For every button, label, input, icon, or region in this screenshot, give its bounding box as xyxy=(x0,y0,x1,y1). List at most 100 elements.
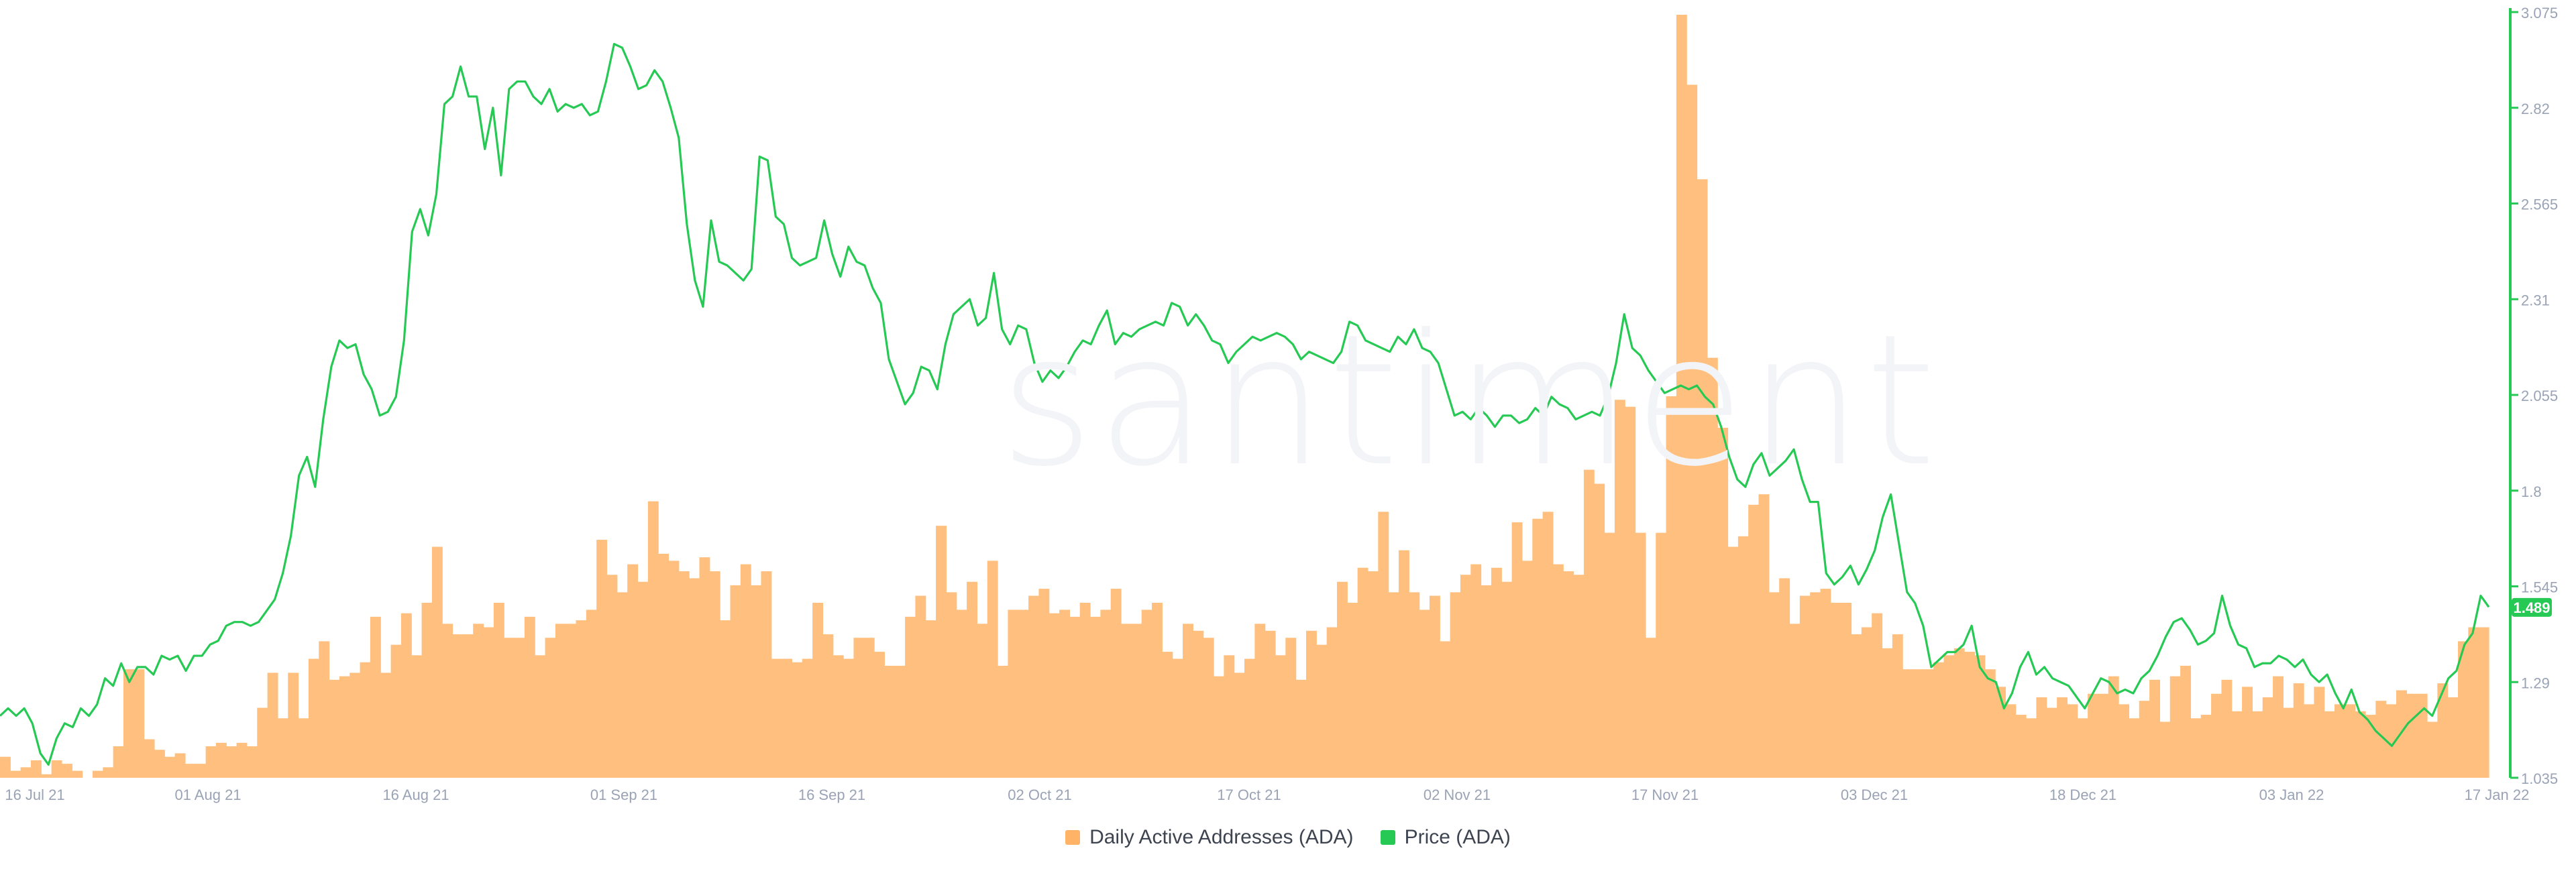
bar xyxy=(1470,564,1482,778)
bar xyxy=(545,638,556,778)
bar xyxy=(576,620,587,778)
bar xyxy=(2437,683,2449,778)
bar xyxy=(1357,567,1368,778)
bar xyxy=(2447,697,2459,778)
bar xyxy=(689,578,700,778)
bar xyxy=(1779,578,1790,778)
bar xyxy=(1984,669,1996,778)
bar xyxy=(308,658,319,778)
bar xyxy=(822,634,834,778)
bar xyxy=(1625,406,1636,778)
legend-item-daa[interactable]: Daily Active Addresses (ADA) xyxy=(1065,826,1354,849)
bar xyxy=(1727,546,1739,778)
bar xyxy=(30,760,42,778)
bar xyxy=(20,767,32,778)
bar xyxy=(236,742,248,778)
y-tick-label: 1.29 xyxy=(2521,675,2550,691)
bar xyxy=(1378,512,1389,778)
bar xyxy=(1573,575,1585,778)
bar xyxy=(2365,715,2376,778)
bar xyxy=(195,764,207,778)
bar xyxy=(863,638,875,778)
bar xyxy=(761,571,772,778)
bar xyxy=(2468,627,2479,778)
bar xyxy=(1810,592,1821,778)
bar xyxy=(493,602,504,778)
current-price-badge xyxy=(2512,597,2552,617)
bar xyxy=(1511,522,1523,778)
bar xyxy=(884,665,896,778)
bar xyxy=(2211,693,2222,778)
bar xyxy=(2458,641,2469,778)
bar xyxy=(1717,427,1729,778)
bar xyxy=(452,634,464,778)
bar xyxy=(1707,357,1718,778)
bar xyxy=(2015,715,2027,778)
legend-swatch-green xyxy=(1380,830,1395,845)
bars-series xyxy=(0,15,2489,778)
bar xyxy=(1305,630,1317,778)
bar xyxy=(1841,602,1852,778)
bar xyxy=(1038,589,1050,778)
bar xyxy=(1398,550,1409,778)
bar xyxy=(1121,624,1132,778)
bar xyxy=(1049,613,1060,778)
bar xyxy=(2406,693,2418,778)
bar xyxy=(2139,701,2150,778)
bar xyxy=(1953,648,1965,778)
bar xyxy=(1110,589,1122,778)
bar xyxy=(1604,532,1615,778)
bar xyxy=(1666,396,1677,778)
legend-item-price[interactable]: Price (ADA) xyxy=(1380,826,1511,849)
bar xyxy=(1265,630,1276,778)
bar xyxy=(1799,595,1811,778)
bar xyxy=(1789,624,1801,778)
bar xyxy=(1275,655,1286,778)
bar xyxy=(1748,504,1760,778)
bar xyxy=(2314,687,2325,778)
bar xyxy=(1964,652,1976,778)
bar xyxy=(133,669,145,778)
bar xyxy=(1656,532,1667,778)
bar xyxy=(1583,469,1595,778)
y-tick-label: 1.035 xyxy=(2521,770,2558,787)
bar xyxy=(2190,718,2202,778)
bar xyxy=(0,756,11,778)
x-tick-label: 17 Oct 21 xyxy=(1217,786,1281,803)
bar xyxy=(2077,718,2088,778)
bar xyxy=(1316,644,1328,778)
bar xyxy=(2242,687,2253,778)
bar xyxy=(92,770,103,778)
bar xyxy=(894,665,906,778)
bar xyxy=(51,760,62,778)
bar xyxy=(298,718,309,778)
bar xyxy=(1491,567,1502,778)
bar xyxy=(473,624,484,778)
bar xyxy=(215,742,227,778)
bar xyxy=(144,739,155,778)
bar xyxy=(751,585,762,778)
x-tick-label: 03 Dec 21 xyxy=(1841,786,1908,803)
bar xyxy=(2252,711,2263,778)
bar xyxy=(329,679,340,778)
bar xyxy=(1542,512,1554,778)
bar xyxy=(2129,718,2140,778)
bar xyxy=(524,616,535,778)
x-tick-label: 18 Dec 21 xyxy=(2049,786,2116,803)
current-price-label: 1.489 xyxy=(2513,599,2550,616)
bar xyxy=(1697,179,1708,778)
x-tick-label: 03 Jan 22 xyxy=(2259,786,2324,803)
bar xyxy=(1152,602,1163,778)
y-tick-label: 3.075 xyxy=(2521,5,2558,21)
bar xyxy=(998,665,1008,778)
bar xyxy=(350,673,361,778)
price-line xyxy=(0,42,2490,766)
bar xyxy=(1676,15,1687,778)
bar xyxy=(2098,693,2109,778)
bar xyxy=(1830,602,1841,778)
bar xyxy=(678,571,690,778)
bar xyxy=(61,764,72,778)
bar xyxy=(658,553,669,778)
bar xyxy=(936,526,947,778)
